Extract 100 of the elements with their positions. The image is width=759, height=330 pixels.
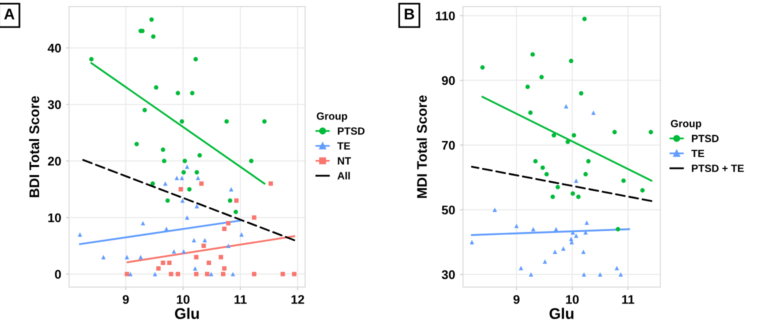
- point: [252, 272, 256, 276]
- point: [480, 65, 485, 70]
- point: [616, 226, 620, 232]
- point: [152, 272, 158, 276]
- point: [280, 272, 285, 276]
- point: [648, 130, 654, 134]
- point: [124, 272, 130, 276]
- legend-label: TE: [337, 142, 350, 150]
- legend-label: All: [337, 172, 350, 180]
- point: [208, 272, 214, 276]
- point: [228, 198, 232, 203]
- point: [151, 34, 156, 39]
- point: [582, 16, 587, 22]
- point: [591, 110, 596, 115]
- point: [194, 254, 198, 260]
- point: [530, 52, 535, 57]
- point: [586, 159, 591, 164]
- point: [544, 172, 549, 176]
- point: [156, 266, 161, 271]
- point: [138, 254, 143, 260]
- point: [542, 259, 548, 264]
- point: [176, 90, 180, 96]
- x-tick-label: 9: [122, 295, 129, 304]
- y-tick-label: 10: [48, 213, 61, 222]
- point: [194, 204, 200, 208]
- chart-title: B: [404, 8, 414, 20]
- point: [218, 254, 224, 260]
- legend-label: TE: [691, 150, 704, 158]
- x-tick-label: 11: [234, 295, 247, 304]
- point: [470, 240, 474, 244]
- point: [554, 226, 558, 232]
- y-tick-label: 30: [442, 270, 455, 280]
- y-tick-label: 30: [48, 100, 61, 110]
- point: [268, 181, 273, 186]
- y-tick-label: 0: [54, 270, 61, 279]
- point: [184, 164, 190, 169]
- point: [162, 158, 166, 164]
- point: [202, 244, 206, 248]
- point: [576, 194, 581, 200]
- point: [149, 17, 154, 22]
- point: [163, 181, 168, 186]
- point: [552, 133, 556, 138]
- point: [165, 198, 170, 203]
- legend-label: PTSD: [338, 127, 365, 135]
- x-tick-label: 10: [566, 295, 579, 304]
- x-tick-label: 10: [176, 295, 190, 304]
- point: [164, 226, 169, 232]
- legend-label: PTSD: [692, 134, 719, 142]
- point: [533, 159, 538, 164]
- point: [570, 191, 576, 196]
- x-tick-label: 11: [622, 295, 634, 304]
- point: [160, 147, 166, 152]
- point: [196, 176, 200, 180]
- point: [192, 266, 198, 271]
- point: [181, 249, 186, 254]
- point: [525, 84, 530, 90]
- point: [570, 230, 576, 235]
- point: [222, 266, 227, 271]
- point: [564, 104, 568, 108]
- point: [194, 272, 198, 276]
- point: [206, 260, 212, 265]
- point: [142, 108, 147, 112]
- point: [578, 91, 584, 96]
- point: [202, 238, 208, 242]
- y-tick-label: 40: [48, 44, 61, 53]
- point: [252, 215, 256, 220]
- point: [226, 244, 231, 248]
- legend-label: NT: [338, 157, 351, 164]
- x-axis-title: Glu: [174, 308, 199, 319]
- point: [574, 233, 578, 238]
- point: [172, 249, 176, 254]
- point: [198, 153, 202, 158]
- point: [556, 184, 560, 190]
- point: [194, 170, 200, 174]
- point: [181, 170, 186, 174]
- point: [226, 221, 231, 226]
- legend-title: Group: [316, 112, 348, 122]
- point: [539, 74, 544, 80]
- point: [174, 176, 179, 180]
- point: [78, 232, 82, 237]
- y-axis-title: MDI Total Score: [416, 95, 427, 198]
- point: [234, 198, 239, 203]
- y-tick-label: 20: [48, 156, 61, 166]
- point: [89, 57, 94, 62]
- point: [540, 166, 545, 170]
- point: [178, 187, 183, 192]
- point: [574, 178, 578, 183]
- y-tick-label: 90: [442, 76, 455, 86]
- point: [124, 254, 130, 260]
- point: [224, 119, 229, 124]
- point: [612, 130, 617, 134]
- point: [581, 250, 586, 254]
- point: [180, 176, 184, 180]
- point: [134, 142, 139, 146]
- y-tick-label: 50: [442, 206, 455, 214]
- point: [192, 238, 196, 242]
- point: [234, 210, 238, 214]
- x-tick-label: 9: [513, 295, 520, 304]
- point: [492, 208, 497, 212]
- point: [249, 158, 254, 164]
